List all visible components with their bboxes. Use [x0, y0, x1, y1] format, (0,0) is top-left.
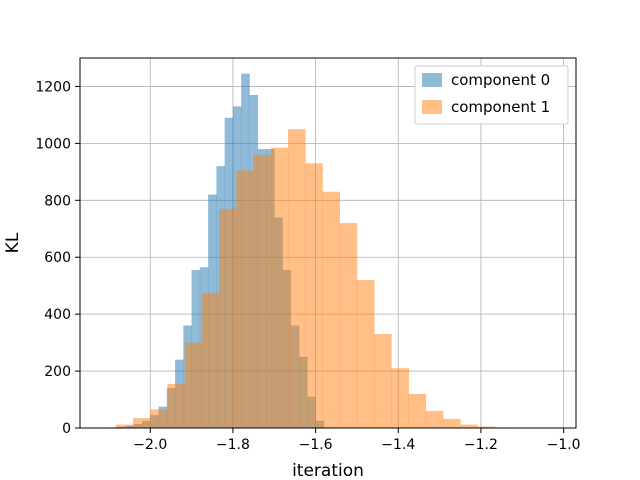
histogram-bar: [408, 393, 427, 428]
histogram-bar: [184, 342, 203, 428]
histogram-bar: [443, 418, 461, 428]
legend-box: [414, 65, 569, 125]
histogram-bar: [115, 424, 134, 428]
histogram-bar: [133, 418, 151, 428]
histogram-bar: [356, 280, 375, 428]
x-tick-label: −1.4: [381, 437, 415, 453]
legend-label-component-0: component 0: [451, 71, 550, 89]
histogram-bar: [339, 223, 358, 428]
legend-label-component-1: component 1: [451, 98, 550, 116]
histogram-bar: [150, 409, 168, 428]
histogram-bar: [288, 129, 306, 428]
series-1-bars: [115, 129, 530, 429]
histogram-bar: [322, 191, 340, 428]
histogram-bars: [108, 73, 530, 429]
axis-ticks: −2.0 −1.8 −1.6 −1.4 −1.2 −1.0 0 200 400 600 800 100…: [35, 79, 580, 453]
histogram-bar: [167, 383, 185, 428]
histogram-bar: [219, 208, 237, 428]
histogram-bar: [236, 170, 254, 428]
y-tick-label: 1000: [35, 136, 71, 152]
x-tick-label: −2.0: [133, 437, 167, 453]
x-tick-label: −1.2: [464, 437, 498, 453]
histogram-bar: [374, 334, 392, 428]
x-tick-label: −1.6: [299, 437, 333, 453]
y-tick-label: 1200: [35, 79, 71, 95]
legend: component 0 component 1: [414, 65, 569, 125]
y-tick-label: 400: [44, 307, 71, 323]
plot-frame: [79, 57, 577, 429]
x-tick-label: −1.0: [547, 437, 581, 453]
histogram-bar: [477, 426, 495, 428]
histogram-bar: [460, 424, 478, 428]
y-tick-label: 800: [44, 193, 71, 209]
x-axis-label: iteration: [292, 461, 364, 480]
histogram-bar: [425, 410, 444, 428]
y-tick-label: 600: [44, 250, 71, 266]
histogram-bar: [201, 292, 220, 428]
y-tick-label: 200: [44, 364, 71, 380]
legend-swatch-component-0: [422, 73, 442, 87]
histogram-bar: [305, 163, 323, 429]
y-axis-label: KL: [3, 232, 23, 253]
y-tick-label: 0: [62, 421, 71, 437]
histogram-bar: [270, 147, 289, 428]
legend-swatch-component-1: [422, 100, 442, 114]
x-tick-label: −1.8: [216, 437, 250, 453]
histogram-bar: [253, 154, 272, 428]
histogram-bar: [391, 368, 409, 428]
